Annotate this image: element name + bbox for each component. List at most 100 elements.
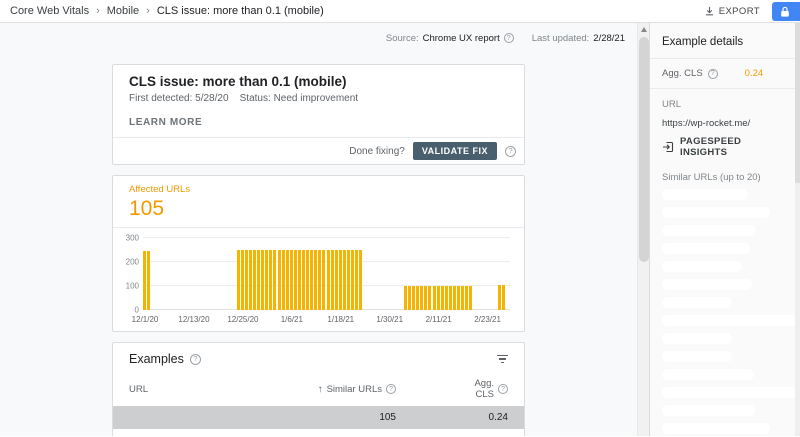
x-axis-tick-label: 1/18/21 bbox=[327, 315, 355, 324]
chart-bar[interactable] bbox=[257, 250, 261, 310]
chart-bar[interactable] bbox=[355, 250, 359, 310]
chart-bar[interactable] bbox=[465, 286, 469, 310]
report-meta: Source: Chrome UX report ? Last updated:… bbox=[0, 28, 637, 48]
x-axis-tick-label: 2/23/21 bbox=[474, 315, 501, 324]
learn-more-link[interactable]: LEARN MORE bbox=[129, 117, 203, 128]
sidebar-scrollbar[interactable] bbox=[795, 23, 800, 436]
column-header-similar-urls[interactable]: ↑ Similar URLs ? bbox=[266, 384, 396, 395]
source-value-link[interactable]: Chrome UX report bbox=[422, 32, 500, 44]
export-button[interactable]: EXPORT bbox=[696, 3, 768, 20]
affected-urls-card: Affected URLs 105 0 100 200 300 12/1/20 12/1… bbox=[112, 175, 525, 332]
chart-bar[interactable] bbox=[412, 286, 416, 310]
redacted-similar-url[interactable] bbox=[662, 351, 732, 362]
table-row[interactable]: 105 0.24 bbox=[113, 406, 524, 429]
help-icon[interactable]: ? bbox=[503, 33, 514, 43]
chart-bar[interactable] bbox=[285, 250, 289, 310]
lock-button[interactable] bbox=[772, 2, 800, 21]
chart-bar[interactable] bbox=[143, 251, 146, 310]
chart-bar[interactable] bbox=[416, 286, 420, 310]
chart-bar[interactable] bbox=[322, 250, 326, 310]
redacted-similar-url[interactable] bbox=[662, 279, 752, 290]
chart-bar[interactable] bbox=[277, 250, 281, 310]
chart-bar[interactable] bbox=[408, 286, 412, 310]
redacted-similar-url[interactable] bbox=[662, 423, 770, 434]
chart-bar[interactable] bbox=[501, 284, 505, 310]
breadcrumb-mobile[interactable]: Mobile bbox=[106, 5, 140, 17]
validate-fix-button[interactable]: VALIDATE FIX bbox=[412, 142, 497, 160]
chart-bar[interactable] bbox=[269, 250, 273, 310]
chart-bar[interactable] bbox=[350, 250, 354, 310]
chart-bar[interactable] bbox=[338, 250, 342, 310]
scroll-up-arrow-icon[interactable] bbox=[641, 27, 647, 32]
chart-bar[interactable] bbox=[253, 250, 257, 310]
chart-bar[interactable] bbox=[281, 250, 285, 310]
main-content: Source: Chrome UX report ? Last updated:… bbox=[0, 23, 637, 436]
redacted-similar-url[interactable] bbox=[662, 387, 800, 398]
help-icon[interactable]: ? bbox=[505, 145, 516, 157]
y-axis-tick-label: 100 bbox=[125, 281, 139, 291]
chart-bar[interactable] bbox=[403, 286, 407, 310]
chart-bar[interactable] bbox=[289, 250, 293, 310]
redacted-similar-url[interactable] bbox=[662, 189, 748, 200]
breadcrumb-core-web-vitals[interactable]: Core Web Vitals bbox=[10, 5, 90, 17]
chart-bar[interactable] bbox=[330, 250, 334, 310]
chart-bar[interactable] bbox=[346, 250, 350, 310]
redacted-similar-url[interactable] bbox=[662, 207, 770, 218]
pagespeed-insights-link[interactable]: PAGESPEED INSIGHTS bbox=[650, 129, 800, 158]
chart-bar[interactable] bbox=[497, 284, 501, 310]
chart-bar[interactable] bbox=[244, 250, 248, 310]
chart-bar[interactable] bbox=[440, 286, 444, 310]
chart-plot[interactable] bbox=[143, 237, 510, 310]
chart-bar[interactable] bbox=[444, 286, 448, 310]
scrollbar-thumb[interactable] bbox=[639, 37, 649, 262]
chart-bar[interactable] bbox=[420, 286, 424, 310]
column-header-agg-cls[interactable]: Agg. CLS ? bbox=[460, 378, 508, 400]
chart-bar[interactable] bbox=[326, 250, 330, 310]
help-icon[interactable]: ? bbox=[707, 68, 718, 79]
chart-bar[interactable] bbox=[302, 250, 306, 310]
chart-bar[interactable] bbox=[297, 250, 301, 310]
redacted-similar-url[interactable] bbox=[662, 225, 756, 236]
chart-bar[interactable] bbox=[306, 250, 310, 310]
sidebar-scrollbar-thumb[interactable] bbox=[795, 23, 800, 183]
chart-bar[interactable] bbox=[428, 286, 432, 310]
chart-bar[interactable] bbox=[240, 250, 244, 310]
chart-bar[interactable] bbox=[249, 250, 253, 310]
chart-bar[interactable] bbox=[314, 250, 318, 310]
chart-bar[interactable] bbox=[342, 250, 346, 310]
redacted-similar-url[interactable] bbox=[662, 333, 732, 344]
done-fixing-label: Done fixing? bbox=[349, 145, 405, 157]
redacted-similar-url[interactable] bbox=[662, 315, 799, 326]
example-url-link[interactable]: https://wp-rocket.me/ bbox=[662, 118, 751, 129]
redacted-similar-url[interactable] bbox=[662, 369, 754, 380]
main-scrollbar[interactable] bbox=[637, 23, 649, 436]
chart-bar[interactable] bbox=[436, 286, 440, 310]
chart-bar[interactable] bbox=[310, 250, 314, 310]
chart-bar[interactable] bbox=[147, 251, 151, 310]
chart-bar[interactable] bbox=[273, 250, 277, 310]
chart-bar[interactable] bbox=[448, 286, 452, 310]
chart-bar[interactable] bbox=[469, 286, 473, 310]
chart-bar[interactable] bbox=[424, 286, 428, 310]
help-icon[interactable]: ? bbox=[386, 384, 396, 394]
affected-urls-metric-tab[interactable]: Affected URLs 105 bbox=[113, 176, 524, 227]
chart-bar[interactable] bbox=[461, 286, 465, 310]
filter-icon[interactable] bbox=[495, 353, 510, 366]
chart-bar[interactable] bbox=[432, 286, 436, 310]
redacted-similar-url[interactable] bbox=[662, 405, 755, 416]
chart-bar[interactable] bbox=[334, 250, 338, 310]
redacted-similar-url[interactable] bbox=[662, 261, 742, 272]
chart-bar[interactable] bbox=[456, 286, 460, 310]
chart-bar[interactable] bbox=[261, 250, 265, 310]
chart-bar[interactable] bbox=[452, 286, 456, 310]
chart-bar[interactable] bbox=[293, 250, 297, 310]
help-icon[interactable]: ? bbox=[498, 384, 508, 394]
help-icon[interactable]: ? bbox=[189, 353, 201, 365]
redacted-similar-url[interactable] bbox=[662, 243, 750, 254]
chart-bar[interactable] bbox=[359, 250, 363, 310]
redacted-similar-url[interactable] bbox=[662, 297, 732, 308]
chart-bar[interactable] bbox=[318, 250, 322, 310]
first-detected-label: First detected: bbox=[129, 93, 193, 104]
chart-bar[interactable] bbox=[265, 250, 269, 310]
chart-bar[interactable] bbox=[236, 250, 240, 310]
